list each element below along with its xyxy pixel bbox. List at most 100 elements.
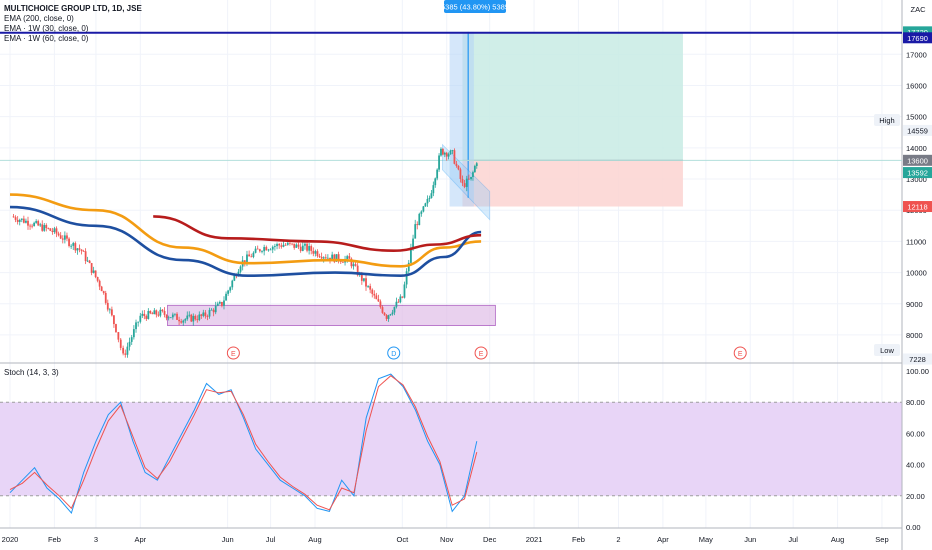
candle-body bbox=[377, 299, 380, 302]
candle-body bbox=[98, 280, 101, 287]
price-tag-text: 12118 bbox=[907, 203, 927, 212]
candle-body bbox=[37, 221, 40, 226]
stoch-band bbox=[0, 402, 902, 496]
candle-body bbox=[94, 270, 97, 277]
position-profit-zone[interactable] bbox=[462, 32, 683, 161]
earnings-marker[interactable] bbox=[226, 346, 240, 360]
candle-body bbox=[282, 244, 285, 247]
candle-body bbox=[356, 265, 359, 276]
candle-body bbox=[200, 314, 203, 316]
candle-body bbox=[157, 314, 160, 316]
candle-body bbox=[393, 306, 396, 313]
candle-body bbox=[269, 249, 272, 251]
time-tick-label: Jun bbox=[744, 535, 756, 544]
price-tick-label: 15000 bbox=[906, 113, 927, 122]
candle-body bbox=[457, 165, 460, 170]
stoch-tick-label: 40.00 bbox=[906, 461, 925, 470]
candle-body bbox=[53, 228, 56, 232]
candle-body bbox=[420, 211, 423, 214]
candle-body bbox=[385, 315, 388, 319]
candle-body bbox=[92, 270, 95, 273]
candle-body bbox=[194, 315, 197, 320]
candle-body bbox=[31, 225, 33, 227]
candle-body bbox=[115, 324, 117, 333]
candle-body bbox=[346, 256, 349, 259]
candle-body bbox=[74, 243, 77, 251]
time-tick-label: Dec bbox=[483, 535, 497, 544]
candle-body bbox=[276, 244, 278, 247]
candle-body bbox=[124, 353, 127, 355]
legend-ema30w[interactable]: EMA · 1W (30, close, 0) bbox=[4, 24, 89, 33]
candle-body bbox=[379, 301, 382, 308]
candle-body bbox=[445, 152, 448, 157]
candle-body bbox=[153, 310, 156, 315]
price-tick-label: 8000 bbox=[906, 331, 923, 340]
legend-ema60w[interactable]: EMA · 1W (60, close, 0) bbox=[4, 34, 89, 43]
candle-body bbox=[369, 286, 372, 290]
candle-body bbox=[18, 219, 21, 222]
earnings-marker[interactable] bbox=[387, 346, 401, 360]
measure-label-text: 5385 (43.80%) 5385 bbox=[441, 3, 509, 12]
legend-ema200[interactable]: EMA (200, close, 0) bbox=[4, 14, 74, 23]
time-tick-label: Oct bbox=[396, 535, 409, 544]
candle-body bbox=[459, 169, 462, 179]
low-tag: Low bbox=[874, 344, 900, 356]
candle-body bbox=[256, 248, 259, 250]
legend-symbol[interactable]: MULTICHOICE GROUP LTD, 1D, JSE bbox=[4, 4, 142, 13]
candle-body bbox=[70, 245, 73, 247]
candle-body bbox=[403, 284, 406, 298]
price-tick-label: 11000 bbox=[906, 237, 926, 246]
candle-body bbox=[348, 256, 351, 259]
candle-body bbox=[72, 243, 75, 246]
stoch-title[interactable]: Stoch (14, 3, 3) bbox=[4, 368, 59, 377]
candle-body bbox=[441, 148, 444, 155]
candle-body bbox=[391, 312, 394, 315]
candle-body bbox=[443, 152, 446, 155]
candle-body bbox=[265, 247, 268, 251]
candle-body bbox=[96, 276, 99, 281]
candle-body bbox=[137, 321, 140, 323]
price-tags: 1772017690145591360013592121187228 bbox=[903, 26, 932, 365]
candle-body bbox=[139, 315, 142, 322]
candle-body bbox=[106, 302, 109, 310]
earnings-marker[interactable] bbox=[474, 346, 488, 360]
candle-body bbox=[63, 235, 66, 240]
candle-body bbox=[258, 249, 261, 252]
earnings-marker-label: E bbox=[738, 351, 743, 358]
candle-body bbox=[286, 242, 289, 245]
earnings-marker[interactable] bbox=[733, 346, 747, 360]
support-zone-rect[interactable] bbox=[167, 304, 496, 326]
candle-body bbox=[399, 296, 402, 303]
price-tag-bg bbox=[903, 154, 932, 166]
candle-body bbox=[108, 309, 111, 311]
candle-body bbox=[310, 246, 313, 251]
price-tag-bg bbox=[903, 32, 932, 44]
candle-body bbox=[233, 275, 236, 281]
price-tag-text: 7228 bbox=[909, 355, 926, 364]
candle-body bbox=[387, 315, 390, 319]
candle-body bbox=[90, 263, 93, 273]
candle-body bbox=[389, 314, 392, 316]
candle-body bbox=[428, 197, 431, 199]
candle-body bbox=[78, 248, 81, 250]
candle-body bbox=[342, 261, 344, 263]
ema-60w-line bbox=[9, 205, 482, 278]
axis-labels: 8000900010000110001200013000140001500016… bbox=[2, 50, 929, 544]
candle-body bbox=[299, 246, 302, 251]
position-loss-zone[interactable] bbox=[462, 160, 683, 207]
low-tag-text: Low bbox=[880, 346, 894, 355]
candle-body bbox=[314, 251, 317, 254]
candle-body bbox=[254, 248, 257, 253]
stoch-lines bbox=[9, 373, 478, 515]
candle-body bbox=[218, 301, 221, 304]
time-tick-label: Apr bbox=[134, 535, 146, 544]
measure-box[interactable] bbox=[449, 31, 474, 207]
candle-body bbox=[161, 309, 164, 311]
candle-body bbox=[61, 238, 64, 240]
time-tick-label: Feb bbox=[572, 535, 585, 544]
candle-body bbox=[337, 254, 340, 261]
candle-body bbox=[263, 247, 266, 252]
candle-body bbox=[373, 293, 376, 296]
candle-body bbox=[424, 203, 427, 207]
candle-body bbox=[126, 346, 129, 355]
